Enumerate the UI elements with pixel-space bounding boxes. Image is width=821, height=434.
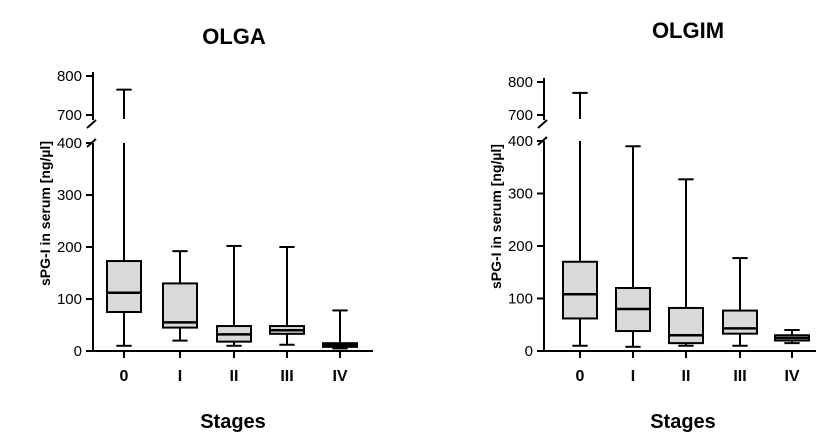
y-axis-label: sPG-I in serum [ng/µl]: [488, 144, 504, 289]
chart-panel-1: OLGIM 0 100 200 300 400 700 800 sPG-I in serum […: [488, 18, 816, 433]
box-iqr: [722, 309, 758, 335]
y-tick-label: 700: [508, 107, 533, 124]
box-III: [269, 246, 305, 346]
x-tick-label: III: [280, 368, 293, 385]
box-I: [615, 145, 651, 348]
box-iqr: [668, 306, 704, 345]
y-tick-label: 0: [525, 343, 533, 360]
y-tick-label: 700: [57, 107, 82, 124]
y-axis-label: sPG-I in serum [ng/µl]: [37, 141, 53, 286]
x-axis-label: Stages: [200, 411, 266, 433]
box-0: [562, 91, 598, 347]
box-iqr: [162, 282, 198, 329]
box-III: [722, 257, 758, 347]
y-tick-label: 0: [74, 343, 82, 360]
x-tick-label: III: [733, 368, 746, 385]
y-tick-label: 100: [508, 291, 533, 308]
box-II: [216, 244, 252, 347]
y-tick-label: 400: [57, 135, 82, 152]
box-I: [162, 250, 198, 342]
x-tick-label: I: [178, 368, 182, 385]
chart-title: OLGIM: [652, 18, 724, 43]
axis-break-mark: [86, 119, 97, 129]
y-tick-label: 200: [57, 239, 82, 256]
y-tick-label: 800: [508, 74, 533, 91]
y-tick-label: 300: [508, 186, 533, 203]
box-iqr: [562, 260, 598, 320]
box-0: [106, 88, 142, 347]
y-tick-label: 200: [508, 238, 533, 255]
box-iqr: [106, 260, 142, 314]
axis-break-mark: [537, 119, 548, 129]
box-IV: [322, 309, 358, 350]
x-tick-label: 0: [120, 368, 129, 385]
chart-panel-0: OLGA 0 100 200 300 400 700 800 sPG-I in serum [n…: [37, 24, 373, 433]
x-tick-label: IV: [332, 368, 347, 385]
x-tick-label: II: [230, 368, 239, 385]
x-axis-label: Stages: [650, 411, 716, 433]
chart-title: OLGA: [202, 24, 266, 49]
y-tick-label: 300: [57, 187, 82, 204]
x-tick-label: II: [682, 368, 691, 385]
box-II: [668, 178, 704, 347]
x-tick-label: 0: [576, 368, 585, 385]
x-tick-label: I: [631, 368, 635, 385]
y-tick-label: 100: [57, 291, 82, 308]
box-IV: [774, 329, 810, 345]
y-tick-label: 400: [508, 133, 533, 150]
x-tick-label: IV: [784, 368, 799, 385]
y-tick-label: 800: [57, 68, 82, 85]
